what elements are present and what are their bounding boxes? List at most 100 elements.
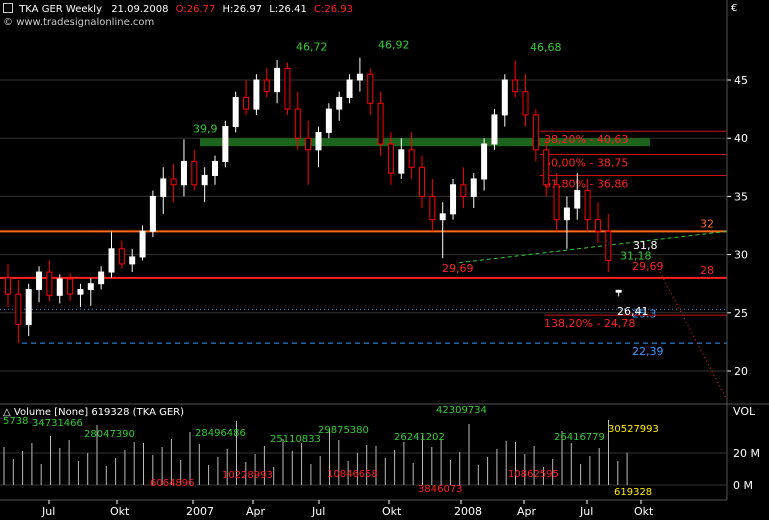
level-label-25: 25.3 xyxy=(632,307,657,320)
candle-body xyxy=(191,160,198,186)
candle-body xyxy=(584,190,591,221)
volume-max-label: 28496486 xyxy=(195,428,246,439)
y-tick-label: 35 xyxy=(734,190,748,203)
y-tick-label: 25 xyxy=(734,307,748,320)
level-label-32: 32 xyxy=(700,217,714,230)
volume-max-label: 29875380 xyxy=(318,425,369,436)
candle-body xyxy=(5,277,11,295)
open-label: O:26.77 xyxy=(175,4,216,15)
candle-body xyxy=(160,178,167,197)
volume-tick-label: 0 M xyxy=(733,479,753,492)
candle-body xyxy=(222,126,229,162)
candle-body xyxy=(553,184,560,221)
x-tick-label: 2008 xyxy=(454,505,482,518)
candle-body xyxy=(305,137,312,151)
x-tick-label: Okt xyxy=(382,505,402,518)
volume-label: Volume [None] 619328 (TKA GER) xyxy=(13,407,185,418)
header-square-icon xyxy=(3,3,13,13)
x-tick-label: Apr xyxy=(517,505,537,518)
candle-body xyxy=(398,149,405,174)
candle-body xyxy=(367,73,374,104)
x-tick-label: Jul xyxy=(311,505,325,518)
candle-body xyxy=(170,178,177,186)
candle-body xyxy=(377,102,384,145)
candle-body xyxy=(615,289,622,293)
candle-body xyxy=(180,160,187,186)
candle-body xyxy=(201,174,208,186)
candle-body xyxy=(98,271,105,285)
high-label: H:26.97 xyxy=(222,4,263,15)
candle-body xyxy=(450,184,457,215)
source-url-text: www.tradesignalonline.com xyxy=(16,17,155,28)
volume-min-label: 3846073 xyxy=(418,484,463,495)
candle-body xyxy=(408,149,415,168)
price-annotations: 46,72 46,92 46,68 39,9 29,69 29,69 31,831,18 26… xyxy=(193,38,664,318)
candle-body xyxy=(212,160,218,176)
volume-min-label: 6064896 xyxy=(150,478,195,489)
time-axis: Jul Okt 2007 Apr Jul Okt 2008 Apr Jul Okt xyxy=(0,499,727,518)
candle-body xyxy=(470,178,477,197)
price-annotation: 46,92 xyxy=(378,38,410,51)
candle-body xyxy=(263,79,270,93)
fib-label: 50,00% - 38,75 xyxy=(544,156,628,169)
volume-max-label: 34731466 xyxy=(32,418,83,429)
price-axis: 45 40 35 30 25 20 xyxy=(726,0,748,500)
candle-body xyxy=(46,271,53,296)
candle-body xyxy=(387,143,394,174)
y-tick-label: 40 xyxy=(734,132,748,145)
candle-body xyxy=(543,149,550,186)
x-tick-label: Okt xyxy=(110,505,130,518)
volume-tick-label: 20 M xyxy=(733,447,760,460)
price-annotation: 46,72 xyxy=(296,41,328,54)
price-annotation: 46,68 xyxy=(530,41,562,54)
candle-body xyxy=(274,67,281,93)
candle-body xyxy=(294,108,301,139)
volume-max-label: 26416779 xyxy=(554,432,605,443)
y-tick-label: 20 xyxy=(734,365,748,378)
candle-body xyxy=(67,278,74,295)
candle-body xyxy=(253,79,260,110)
volume-min-label: 10862595 xyxy=(508,469,559,480)
currency-unit-label: € xyxy=(731,3,738,14)
candle-body xyxy=(149,195,156,232)
volume-min-label: 619328 xyxy=(614,487,652,498)
candle-body xyxy=(118,248,125,265)
candle-body xyxy=(87,283,94,291)
candle-body xyxy=(522,91,529,116)
candle-body xyxy=(481,143,488,180)
candle-body xyxy=(336,96,343,110)
projection-line xyxy=(659,271,728,401)
volume-axis-title: VOL xyxy=(733,405,756,418)
fib-label: 38,20% - 40,63 xyxy=(544,133,628,146)
candle-body xyxy=(108,248,115,273)
candle-body xyxy=(15,293,22,325)
candle-body xyxy=(356,73,363,81)
candle-body xyxy=(36,271,43,291)
close-label: C:26.93 xyxy=(314,4,353,15)
volume-max-label: 5738 xyxy=(3,416,28,427)
candle-body xyxy=(346,79,353,98)
x-tick-label: Apr xyxy=(246,505,266,518)
volume-max-label: 30527993 xyxy=(608,424,659,435)
candle-body xyxy=(605,230,612,261)
candle-body xyxy=(563,207,570,221)
volume-max-label: 25110833 xyxy=(270,434,321,445)
source-url[interactable]: © www.tradesignalonline.com xyxy=(3,17,154,28)
symbol-label: TKA GER Weekly xyxy=(19,4,102,15)
volume-header: △ Volume [None] 619328 (TKA GER) xyxy=(3,407,184,418)
volume-max-label: 42309734 xyxy=(436,405,487,416)
candle-body xyxy=(284,67,291,110)
candle-body xyxy=(594,219,601,232)
candle-body xyxy=(243,96,250,110)
candle-body xyxy=(25,289,32,325)
volume-expand-icon[interactable]: △ xyxy=(3,407,11,418)
x-tick-label: Okt xyxy=(634,505,654,518)
candle-body xyxy=(439,213,446,221)
price-annotation: 31,8 xyxy=(633,239,658,252)
x-tick-label: Jul xyxy=(579,505,593,518)
candle-body xyxy=(139,230,146,258)
candle-body xyxy=(56,278,63,296)
candle-body xyxy=(325,108,332,133)
